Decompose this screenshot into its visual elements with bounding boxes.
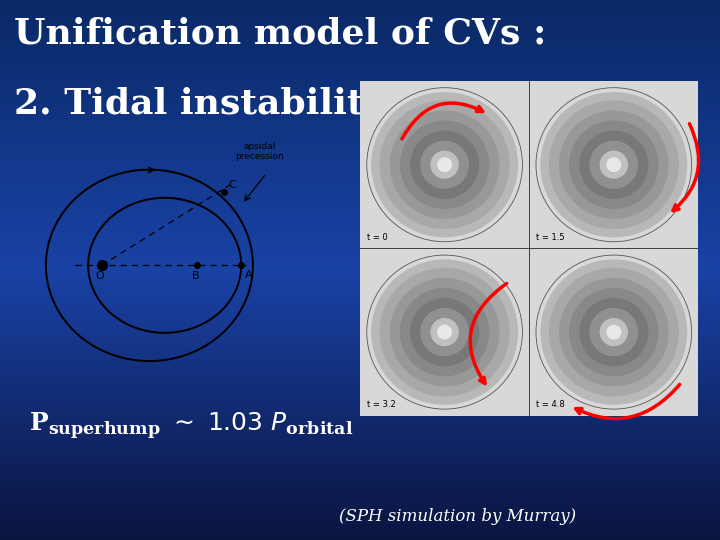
Circle shape bbox=[541, 260, 687, 404]
Circle shape bbox=[372, 93, 518, 237]
Text: A: A bbox=[245, 269, 253, 280]
Circle shape bbox=[600, 319, 627, 346]
Circle shape bbox=[559, 111, 668, 218]
Circle shape bbox=[580, 131, 648, 198]
Text: B: B bbox=[192, 271, 199, 281]
Circle shape bbox=[438, 158, 451, 171]
Circle shape bbox=[390, 279, 499, 386]
Circle shape bbox=[600, 151, 627, 178]
Circle shape bbox=[411, 131, 478, 198]
Circle shape bbox=[372, 260, 518, 404]
Bar bbox=[360, 248, 529, 416]
Circle shape bbox=[541, 93, 687, 237]
Circle shape bbox=[580, 299, 648, 366]
Circle shape bbox=[421, 141, 468, 188]
Text: Unification model of CVs :: Unification model of CVs : bbox=[14, 16, 546, 50]
Circle shape bbox=[431, 319, 458, 346]
Bar bbox=[529, 248, 698, 416]
Bar bbox=[360, 81, 529, 248]
Text: t = 1.5: t = 1.5 bbox=[536, 233, 564, 242]
Text: apsidal
precession: apsidal precession bbox=[235, 141, 284, 161]
Circle shape bbox=[607, 326, 621, 339]
Circle shape bbox=[607, 158, 621, 171]
Circle shape bbox=[390, 111, 499, 218]
Text: C: C bbox=[229, 180, 236, 190]
Circle shape bbox=[570, 121, 658, 208]
Text: O: O bbox=[96, 271, 104, 281]
Circle shape bbox=[549, 101, 678, 228]
Circle shape bbox=[400, 288, 489, 376]
Text: t = 0: t = 0 bbox=[366, 233, 387, 242]
Circle shape bbox=[380, 268, 509, 396]
Circle shape bbox=[438, 326, 451, 339]
Circle shape bbox=[570, 288, 658, 376]
Circle shape bbox=[431, 151, 458, 178]
Circle shape bbox=[380, 101, 509, 228]
Text: $\mathregular{P}_{\mathregular{superhump}}\ \sim\ 1.03\ P_{\mathregular{orbital}: $\mathregular{P}_{\mathregular{superhump… bbox=[29, 410, 353, 441]
Circle shape bbox=[590, 141, 637, 188]
Circle shape bbox=[549, 268, 678, 396]
Text: t = 3.2: t = 3.2 bbox=[366, 400, 395, 409]
Circle shape bbox=[411, 299, 478, 366]
Text: (SPH simulation by Murray): (SPH simulation by Murray) bbox=[338, 508, 576, 524]
Circle shape bbox=[400, 121, 489, 208]
Circle shape bbox=[559, 279, 668, 386]
Text: 2. Tidal instability model: 2. Tidal instability model bbox=[14, 86, 522, 121]
Circle shape bbox=[421, 309, 468, 355]
Bar bbox=[529, 81, 698, 248]
Text: t = 4.8: t = 4.8 bbox=[536, 400, 564, 409]
Circle shape bbox=[590, 309, 637, 355]
